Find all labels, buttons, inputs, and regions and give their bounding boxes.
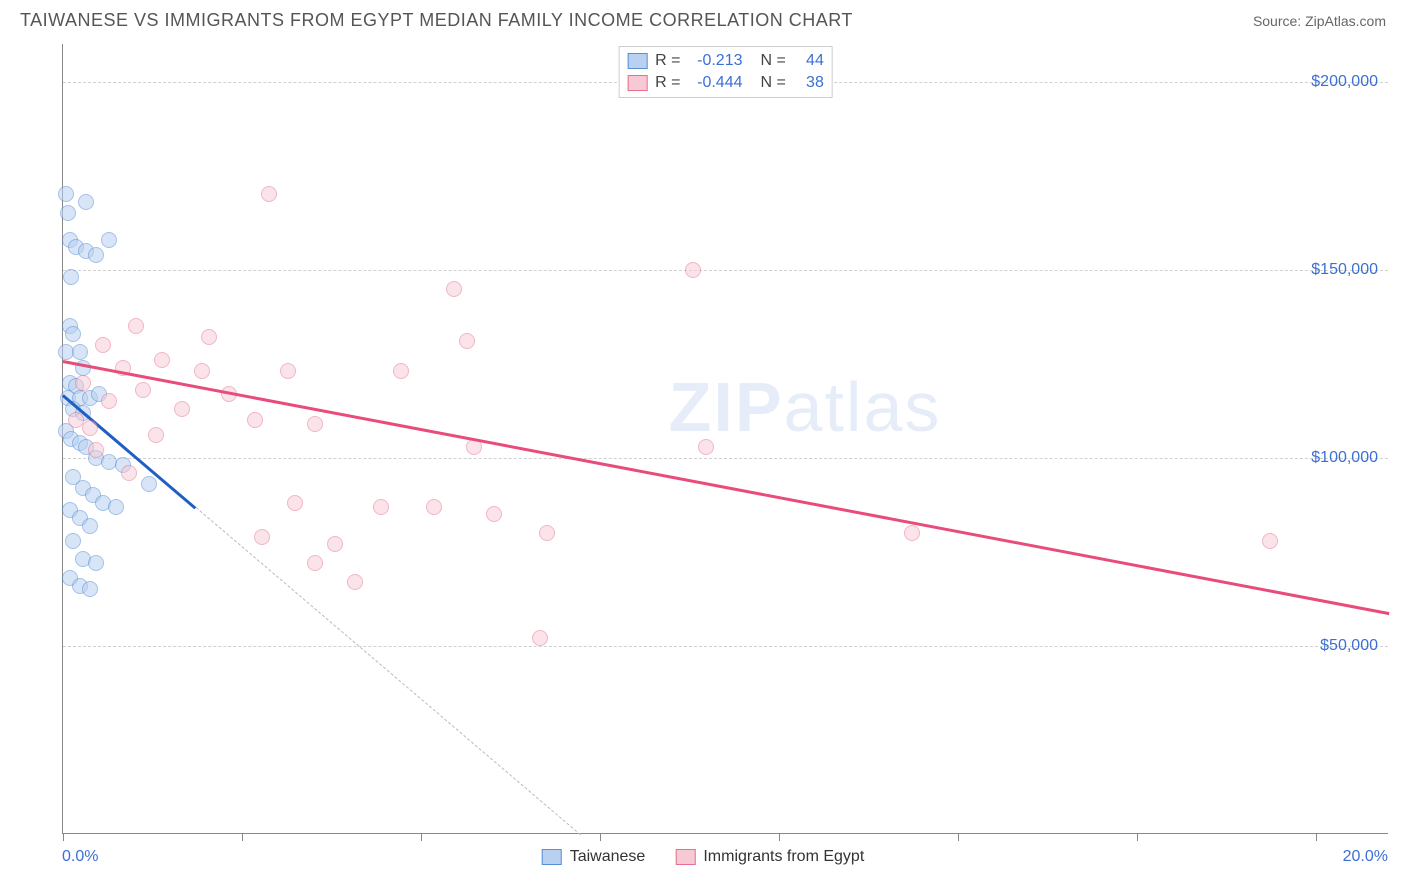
y-tick-label: $200,000 <box>1311 73 1378 91</box>
x-tick <box>779 833 780 841</box>
x-axis-min-label: 0.0% <box>62 848 98 866</box>
r-label: R = <box>655 50 680 72</box>
n-value: 44 <box>794 50 824 72</box>
data-point <box>280 363 296 379</box>
data-point <box>78 194 94 210</box>
legend-swatch <box>675 849 695 865</box>
r-label: R = <box>655 72 680 94</box>
data-point <box>486 506 502 522</box>
chart-title: TAIWANESE VS IMMIGRANTS FROM EGYPT MEDIA… <box>20 10 853 31</box>
data-point <box>58 186 74 202</box>
x-tick <box>63 833 64 841</box>
trend-line <box>63 360 1389 615</box>
data-point <box>532 630 548 646</box>
data-point <box>68 412 84 428</box>
data-point <box>60 205 76 221</box>
data-point <box>108 499 124 515</box>
data-point <box>101 393 117 409</box>
legend-swatch <box>542 849 562 865</box>
data-point <box>201 329 217 345</box>
data-point <box>426 499 442 515</box>
chart-container: Median Family Income ZIPatlas R =-0.213N… <box>18 44 1388 874</box>
data-point <box>1262 533 1278 549</box>
gridline <box>63 458 1388 459</box>
data-point <box>154 352 170 368</box>
x-tick <box>600 833 601 841</box>
data-point <box>82 518 98 534</box>
data-point <box>373 499 389 515</box>
data-point <box>393 363 409 379</box>
data-point <box>307 555 323 571</box>
data-point <box>261 186 277 202</box>
data-point <box>327 536 343 552</box>
gridline <box>63 270 1388 271</box>
data-point <box>101 232 117 248</box>
data-point <box>685 262 701 278</box>
x-axis-max-label: 20.0% <box>1343 848 1388 866</box>
data-point <box>446 281 462 297</box>
data-point <box>65 533 81 549</box>
data-point <box>307 416 323 432</box>
x-tick <box>1316 833 1317 841</box>
data-point <box>63 269 79 285</box>
data-point <box>148 427 164 443</box>
x-tick <box>958 833 959 841</box>
r-value: -0.213 <box>689 50 743 72</box>
data-point <box>347 574 363 590</box>
legend-swatch <box>627 53 647 69</box>
data-point <box>287 495 303 511</box>
legend-swatch <box>627 75 647 91</box>
data-point <box>121 465 137 481</box>
x-tick <box>421 833 422 841</box>
series-legend: Taiwanese Immigrants from Egypt <box>542 848 865 866</box>
data-point <box>88 442 104 458</box>
data-point <box>141 476 157 492</box>
data-point <box>135 382 151 398</box>
data-point <box>904 525 920 541</box>
legend-item: Immigrants from Egypt <box>675 848 864 866</box>
data-point <box>75 375 91 391</box>
data-point <box>254 529 270 545</box>
stats-legend: R = -0.213 N = 44 R = -0.444 N = 38 <box>618 46 833 98</box>
stats-row: R = -0.444 N = 38 <box>627 72 824 94</box>
x-tick <box>1137 833 1138 841</box>
data-point <box>82 581 98 597</box>
legend-label: Immigrants from Egypt <box>703 848 864 866</box>
x-tick <box>242 833 243 841</box>
data-point <box>72 344 88 360</box>
data-point <box>539 525 555 541</box>
source-label: Source: ZipAtlas.com <box>1253 13 1386 29</box>
plot-area: ZIPatlas R = -0.213 N = 44 R = -0.444 N = 38 $5… <box>62 44 1388 834</box>
data-point <box>194 363 210 379</box>
data-point <box>174 401 190 417</box>
n-value: 38 <box>794 72 824 94</box>
data-point <box>95 337 111 353</box>
legend-label: Taiwanese <box>570 848 646 866</box>
legend-item: Taiwanese <box>542 848 646 866</box>
gridline <box>63 646 1388 647</box>
y-tick-label: $50,000 <box>1320 637 1378 655</box>
data-point <box>459 333 475 349</box>
y-tick-label: $150,000 <box>1311 261 1378 279</box>
data-point <box>88 247 104 263</box>
r-value: -0.444 <box>689 72 743 94</box>
y-tick-label: $100,000 <box>1311 449 1378 467</box>
trend-extrapolation <box>195 507 580 835</box>
n-label: N = <box>761 72 786 94</box>
data-point <box>698 439 714 455</box>
watermark: ZIPatlas <box>669 367 942 447</box>
n-label: N = <box>761 50 786 72</box>
data-point <box>65 326 81 342</box>
data-point <box>128 318 144 334</box>
stats-row: R = -0.213 N = 44 <box>627 50 824 72</box>
data-point <box>88 555 104 571</box>
data-point <box>247 412 263 428</box>
